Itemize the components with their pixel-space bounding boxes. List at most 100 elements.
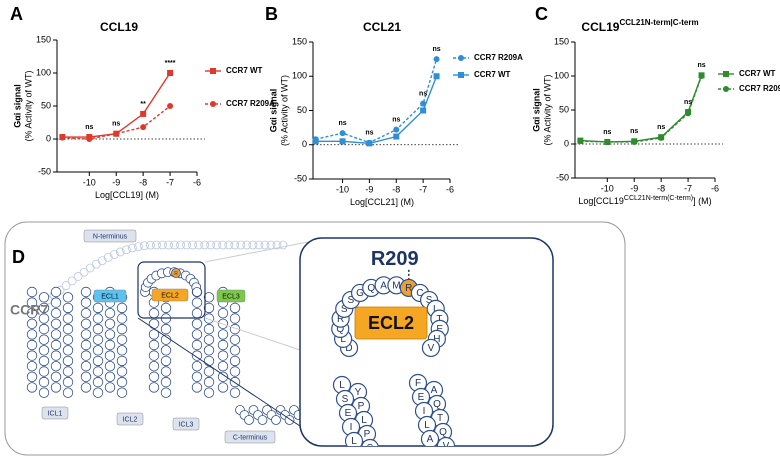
x-tick-label: -9 — [112, 177, 120, 187]
x-tick-label: -8 — [392, 184, 400, 194]
ecl-label: ECL1 — [101, 293, 119, 300]
tail-residue — [200, 240, 210, 250]
data-point — [631, 138, 638, 145]
data-point — [685, 110, 692, 117]
legend-label: CCR7 R209A — [474, 53, 523, 62]
data-point — [59, 134, 66, 141]
helix-residue — [160, 345, 172, 356]
x-label-superscript: CCL21N-term(C-term) — [624, 195, 693, 202]
ecl-label-box — [151, 288, 189, 302]
helix-residue — [80, 308, 92, 319]
residue-letter: R — [337, 314, 344, 325]
c-term-residue — [244, 415, 254, 425]
helix-residue — [92, 355, 104, 367]
x-axis-label: Log[CCL19CCL21N-term(C-term)] (M) — [578, 195, 711, 207]
helix-residue — [229, 334, 241, 345]
helix-residue — [229, 302, 241, 314]
helix-residue — [148, 318, 160, 330]
title-superscript: CCL21N-term|C-term — [619, 18, 698, 27]
chart-title: CCL21 — [363, 20, 401, 34]
y-tick-label: 0 — [46, 133, 51, 143]
tail-residue — [91, 259, 101, 269]
tail-residue — [127, 243, 137, 253]
icl-label-box — [41, 406, 69, 420]
helix-residue — [217, 361, 229, 372]
helix-residue — [38, 387, 50, 398]
y-tick-label: 0 — [564, 138, 569, 148]
helix-residue — [50, 371, 62, 383]
y-tick-label: -50 — [294, 173, 307, 183]
helix-residue — [116, 355, 128, 367]
legend-marker — [210, 101, 216, 107]
residue-letter: T — [437, 413, 443, 424]
x-label-text: Log[CCL19] (M) — [95, 190, 159, 200]
significance-label: ns — [657, 124, 665, 131]
panel-label: B — [265, 4, 278, 24]
helix-residue — [50, 350, 62, 361]
chart-title: CCL19CCL21N-term|C-term — [581, 18, 698, 34]
significance-label: ns — [603, 129, 611, 136]
residue-letter: A — [380, 280, 387, 291]
legend-label: CCR7 R209A — [739, 84, 780, 93]
data-point — [420, 107, 427, 114]
helix-residue — [92, 366, 104, 377]
helix-residue — [191, 382, 203, 393]
y-tick-label: -50 — [38, 166, 51, 176]
tail-residue — [260, 240, 270, 250]
significance-label: ns — [112, 121, 120, 128]
significance-label: ns — [697, 62, 705, 69]
y-axis-label: Gαi signal — [531, 88, 541, 132]
x-tick-label: -10 — [336, 184, 349, 194]
y-axis-sublabel: (% Activity of WT) — [279, 75, 289, 146]
tail-residue — [79, 267, 89, 277]
helix-residue — [104, 382, 116, 393]
residue-letter: C — [416, 288, 423, 299]
legend-marker — [723, 86, 729, 92]
tail-residue — [67, 276, 77, 286]
residue-letter: V — [443, 441, 450, 452]
n-terminus-label-box — [83, 229, 137, 243]
tail-residue — [272, 240, 282, 250]
data-point — [167, 70, 174, 76]
connector — [204, 239, 319, 263]
helix-residue — [50, 308, 62, 319]
y-tick-label: 50 — [297, 105, 307, 115]
helix-residue — [217, 350, 229, 361]
helix-residue — [80, 371, 92, 383]
x-tick-label: -9 — [365, 184, 373, 194]
helix-residue — [92, 345, 104, 356]
helix-residue — [104, 339, 116, 351]
connector — [137, 317, 331, 447]
helix-residue — [62, 334, 74, 345]
helix-residue — [50, 286, 62, 298]
helix-residue — [148, 329, 160, 340]
helix-residue — [26, 318, 38, 330]
connector — [204, 317, 301, 351]
legend-label: CCR7 R209A — [226, 99, 275, 108]
x-tick-label: -7 — [166, 177, 174, 187]
tail-residue — [206, 240, 216, 250]
data-point — [433, 73, 440, 80]
x-tick-label: -7 — [419, 184, 427, 194]
series-line — [315, 75, 438, 145]
significance-label: ns — [684, 99, 692, 106]
x-tick-label: -6 — [193, 177, 201, 187]
helix-residue — [38, 366, 50, 377]
helix-residue — [191, 329, 203, 340]
helix-residue — [80, 318, 92, 330]
residue-letter: E — [418, 392, 425, 403]
residue-letter: F — [415, 378, 421, 389]
residue-letter: A — [427, 434, 434, 445]
helix-residue — [229, 345, 241, 356]
helix-residue — [217, 339, 229, 351]
residue-letter: D — [345, 343, 352, 354]
helix-residue — [160, 355, 172, 367]
residue-letter: E — [345, 408, 352, 419]
helix-residue — [80, 339, 92, 351]
residue-letter: Q — [439, 427, 447, 438]
helix-residue — [80, 297, 92, 308]
icl-label: ICL2 — [123, 416, 138, 423]
tail-residue — [140, 241, 149, 251]
data-point — [140, 110, 147, 117]
helix-residue — [80, 382, 92, 393]
